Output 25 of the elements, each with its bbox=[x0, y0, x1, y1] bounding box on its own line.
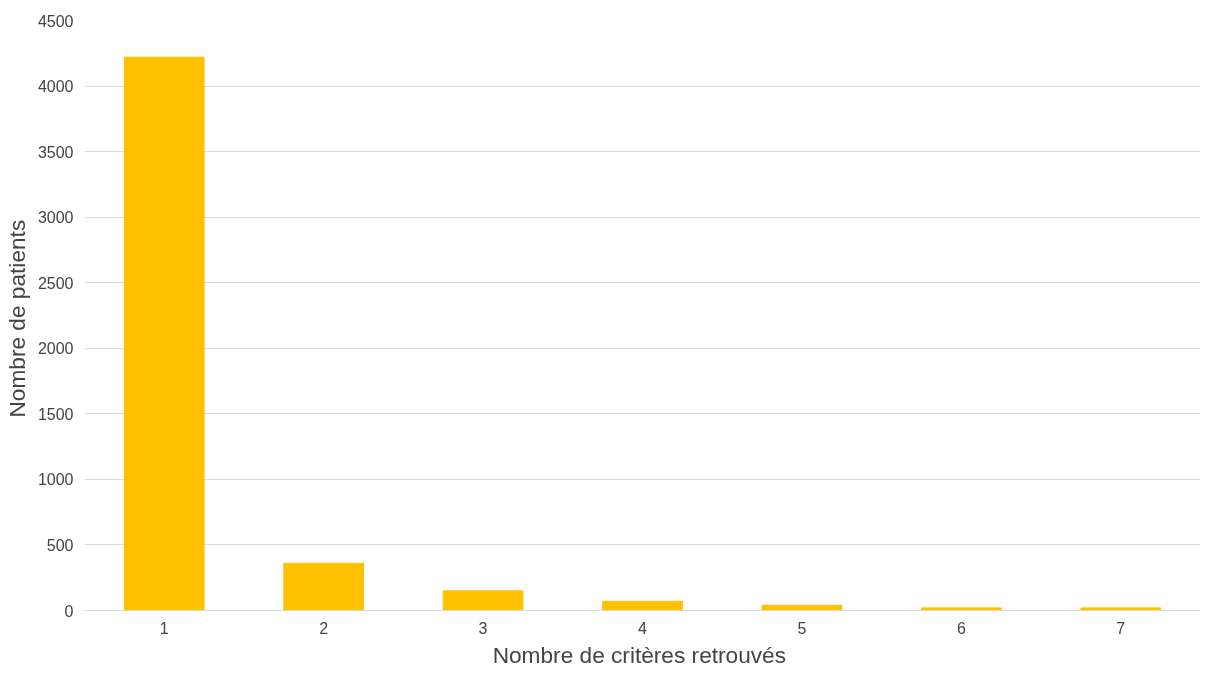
y-axis-title: Nombre de patients bbox=[3, 219, 30, 418]
y-tick-label: 4500 bbox=[37, 12, 74, 30]
bar bbox=[921, 607, 1002, 611]
bar bbox=[123, 56, 205, 611]
y-tick-label: 500 bbox=[46, 536, 74, 554]
y-tick-label: 3500 bbox=[37, 143, 74, 161]
y-tick-label: 1500 bbox=[37, 405, 74, 423]
y-tick-label: 1000 bbox=[37, 471, 74, 489]
y-tick-label: 0 bbox=[64, 602, 74, 620]
x-tick-label: 7 bbox=[1116, 619, 1126, 637]
x-axis-title: Nombre de critères retrouvés bbox=[492, 641, 787, 668]
x-tick-label: 5 bbox=[797, 619, 807, 637]
x-tick-label: 3 bbox=[478, 619, 488, 637]
y-tick-label: 2500 bbox=[37, 274, 74, 292]
y-tick-label: 3000 bbox=[37, 209, 74, 227]
bar bbox=[602, 600, 683, 611]
bar bbox=[283, 562, 364, 611]
y-tick-label: 4000 bbox=[37, 78, 74, 96]
x-tick-label: 4 bbox=[638, 619, 648, 637]
bar bbox=[1080, 607, 1162, 611]
y-tick-label: 2000 bbox=[37, 340, 74, 358]
x-tick-label: 2 bbox=[319, 619, 329, 637]
x-tick-label: 6 bbox=[956, 619, 966, 637]
x-tick-label: 1 bbox=[159, 619, 169, 637]
bar bbox=[442, 590, 524, 611]
